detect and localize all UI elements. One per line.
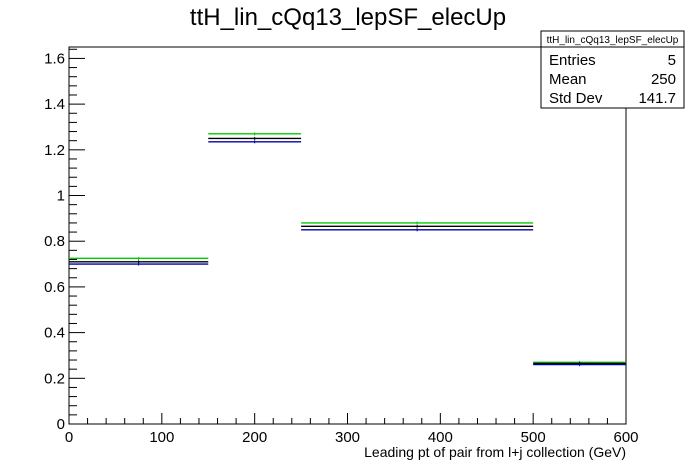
chart-title: ttH_lin_cQq13_lepSF_elecUp (190, 4, 506, 31)
series-0 (69, 132, 626, 364)
stats-box: ttH_lin_cQq13_lepSF_elecUp Entries 5 Mea… (540, 30, 685, 109)
stats-stddev-label: Std Dev (549, 90, 603, 107)
y-tick-label: 0.4 (44, 325, 65, 342)
x-tick-label: 400 (428, 429, 453, 446)
stats-mean-label: Mean (549, 71, 587, 88)
y-tick-label: 1.4 (44, 96, 65, 113)
y-tick-label: 0.8 (44, 233, 65, 250)
x-tick-label: 500 (521, 429, 546, 446)
x-tick-label: 200 (242, 429, 267, 446)
x-tick-label: 100 (149, 429, 174, 446)
y-axis: 0 0.2 0.4 0.6 0.8 1 1.2 1.4 1.6 (44, 48, 85, 433)
y-tick-label: 0.2 (44, 370, 65, 387)
stats-title: ttH_lin_cQq13_lepSF_elecUp (547, 35, 679, 46)
x-tick-label: 0 (65, 429, 73, 446)
x-tick-label: 600 (613, 429, 638, 446)
y-tick-label: 1.2 (44, 142, 65, 159)
x-axis-label: Leading pt of pair from l+j collection (… (364, 444, 626, 460)
y-tick-label: 1.6 (44, 50, 65, 67)
y-tick-label: 0 (57, 416, 65, 433)
y-tick-label: 0.6 (44, 279, 65, 296)
stats-box-border (540, 30, 685, 109)
y-tick-label: 1 (57, 188, 65, 205)
series-2 (69, 140, 626, 367)
x-tick-label: 300 (335, 429, 360, 446)
histogram-series (69, 132, 626, 367)
stats-entries-value: 5 (668, 52, 676, 69)
stats-stddev-value: 141.7 (638, 90, 676, 107)
stats-entries-label: Entries (549, 52, 596, 69)
x-axis: 0 100 200 300 400 500 600 (65, 413, 639, 446)
series-1 (69, 136, 626, 365)
stats-mean-value: 250 (651, 71, 676, 88)
